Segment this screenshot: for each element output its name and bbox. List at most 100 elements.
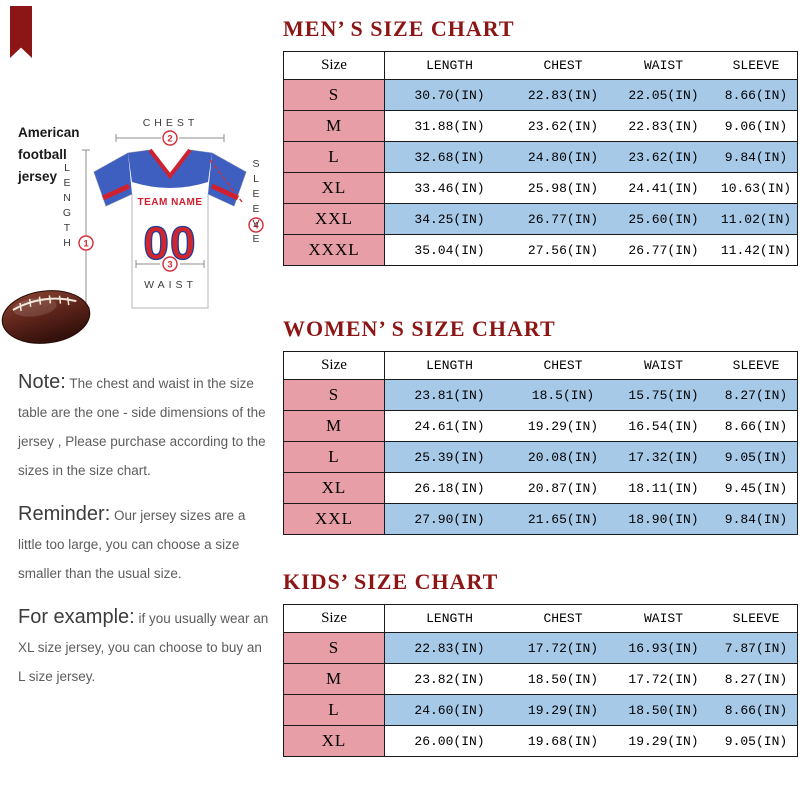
measure-cell: 23.81(IN) — [384, 379, 514, 411]
svg-text:1: 1 — [83, 239, 89, 250]
size-cell: XL — [283, 472, 385, 504]
column-header: CHEST — [514, 604, 612, 633]
corner-ribbon-decoration — [10, 6, 32, 58]
size-row: XXXL 35.04(IN) 27.56(IN) 26.77(IN) 11.42(IN) — [283, 234, 798, 266]
measure-cell: 16.93(IN) — [612, 632, 715, 664]
chest-measure-label: CHEST — [142, 117, 199, 129]
measure-cell: 24.80(IN) — [514, 141, 612, 173]
measure-cell: 30.70(IN) — [384, 79, 514, 111]
measure-cell: 22.83(IN) — [384, 632, 514, 664]
measure-cell: 22.83(IN) — [514, 79, 612, 111]
column-header: Size — [283, 351, 385, 380]
size-cell: L — [283, 141, 385, 173]
reminder-lead: Reminder: — [18, 503, 111, 525]
measure-cell: 9.84(IN) — [715, 503, 798, 535]
column-header: CHEST — [514, 351, 612, 380]
measure-cell: 11.42(IN) — [715, 234, 798, 266]
jersey-team-name: TEAM NAME — [137, 197, 202, 208]
sleeve-measure-label: SLEEVE — [250, 158, 262, 248]
length-measure-line — [82, 149, 90, 309]
column-header: Size — [283, 51, 385, 80]
jersey-left-cuff-stripe — [101, 183, 131, 201]
womens-size-table: Size LENGTH CHEST WAIST SLEEVE S 23.81(IN) 18.5… — [283, 351, 798, 535]
sleeve-marker: 4 — [248, 217, 264, 233]
size-cell: S — [283, 79, 385, 111]
size-row: S 22.83(IN) 17.72(IN) 16.93(IN) 7.87(IN) — [283, 632, 798, 664]
jersey-left-sleeve — [94, 153, 132, 206]
column-header: LENGTH — [384, 51, 514, 80]
size-row: M 24.61(IN) 19.29(IN) 16.54(IN) 8.66(IN) — [283, 410, 798, 442]
waist-measure-line — [135, 260, 205, 268]
reminder-text: Our jersey sizes are a little too large,… — [18, 508, 246, 581]
column-header: WAIST — [612, 604, 715, 633]
measure-cell: 8.27(IN) — [715, 663, 798, 695]
measure-cell: 26.00(IN) — [384, 725, 514, 757]
measure-cell: 32.68(IN) — [384, 141, 514, 173]
size-row: S 23.81(IN) 18.5(IN) 15.75(IN) 8.27(IN) — [283, 379, 798, 411]
example-paragraph: For example: if you usually wear an XL s… — [18, 603, 272, 691]
column-header: WAIST — [612, 51, 715, 80]
header-row: Size LENGTH CHEST WAIST SLEEVE — [283, 604, 798, 633]
measure-cell: 33.46(IN) — [384, 172, 514, 204]
sleeve-measure-line — [209, 159, 243, 203]
product-label: American football jersey — [18, 125, 80, 184]
measure-cell: 9.06(IN) — [715, 110, 798, 142]
measure-cell: 34.25(IN) — [384, 203, 514, 235]
size-cell: XXL — [283, 203, 385, 235]
measure-cell: 19.29(IN) — [514, 410, 612, 442]
measure-cell: 21.65(IN) — [514, 503, 612, 535]
notes-block: Note: The chest and waist in the size ta… — [18, 368, 272, 706]
measure-cell: 18.50(IN) — [514, 663, 612, 695]
length-marker: 1 — [78, 235, 94, 251]
size-cell: S — [283, 632, 385, 664]
measure-cell: 7.87(IN) — [715, 632, 798, 664]
size-cell: XL — [283, 172, 385, 204]
column-header: Size — [283, 604, 385, 633]
measure-cell: 17.72(IN) — [514, 632, 612, 664]
measure-cell: 22.83(IN) — [612, 110, 715, 142]
measure-cell: 9.05(IN) — [715, 725, 798, 757]
reminder-paragraph: Reminder: Our jersey sizes are a little … — [18, 500, 272, 588]
measure-cell: 24.61(IN) — [384, 410, 514, 442]
note-lead: Note: — [18, 371, 66, 393]
womens-size-chart-section: WOMEN’ S SIZE CHART Size LENGTH CHEST WAIST… — [283, 316, 798, 535]
size-row: XL 26.00(IN) 19.68(IN) 19.29(IN) 9.05(IN) — [283, 725, 798, 757]
measure-cell: 19.29(IN) — [612, 725, 715, 757]
size-row: L 32.68(IN) 24.80(IN) 23.62(IN) 9.84(IN) — [283, 141, 798, 173]
size-row: XL 33.46(IN) 25.98(IN) 24.41(IN) 10.63(IN) — [283, 172, 798, 204]
measure-cell: 23.62(IN) — [612, 141, 715, 173]
size-cell: M — [283, 663, 385, 695]
measure-cell: 16.54(IN) — [612, 410, 715, 442]
size-cell: L — [283, 441, 385, 473]
measure-cell: 23.62(IN) — [514, 110, 612, 142]
measure-cell: 23.82(IN) — [384, 663, 514, 695]
size-cell: XL — [283, 725, 385, 757]
chest-measure-line — [115, 134, 225, 142]
mens-chart-title: MEN’ S SIZE CHART — [283, 16, 515, 41]
mens-size-chart-section: MEN’ S SIZE CHART Size LENGTH CHEST WAIST SL… — [283, 16, 798, 266]
measure-cell: 9.84(IN) — [715, 141, 798, 173]
size-cell: M — [283, 110, 385, 142]
waist-marker: 3 — [162, 256, 178, 272]
measure-cell: 24.41(IN) — [612, 172, 715, 204]
size-row: M 31.88(IN) 23.62(IN) 22.83(IN) 9.06(IN) — [283, 110, 798, 142]
measure-cell: 31.88(IN) — [384, 110, 514, 142]
measure-cell: 8.66(IN) — [715, 694, 798, 726]
size-cell: XXXL — [283, 234, 385, 266]
measure-cell: 19.68(IN) — [514, 725, 612, 757]
chest-marker: 2 — [162, 130, 178, 146]
example-text: if you usually wear an XL size jersey, y… — [18, 611, 269, 684]
measure-cell: 24.60(IN) — [384, 694, 514, 726]
measure-cell: 8.66(IN) — [715, 79, 798, 111]
measure-cell: 18.5(IN) — [514, 379, 612, 411]
measure-cell: 26.18(IN) — [384, 472, 514, 504]
jersey-body — [93, 149, 247, 309]
jersey-right-cuff-stripe — [210, 183, 240, 201]
length-measure-label: LENGTH — [61, 162, 73, 252]
column-header: SLEEVE — [715, 604, 798, 633]
size-cell: XXL — [283, 503, 385, 535]
note-paragraph: Note: The chest and waist in the size ta… — [18, 368, 272, 485]
measure-cell: 17.32(IN) — [612, 441, 715, 473]
header-row: Size LENGTH CHEST WAIST SLEEVE — [283, 51, 798, 80]
